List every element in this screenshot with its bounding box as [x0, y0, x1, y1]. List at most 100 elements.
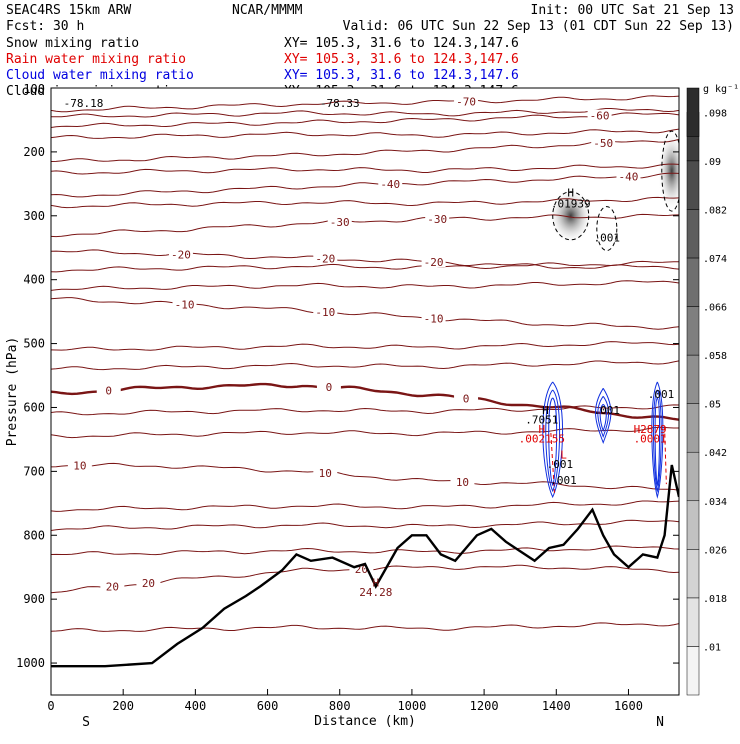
- isotherm-line: [51, 622, 679, 632]
- isotherm-label-bg: [67, 459, 92, 471]
- x-axis-title: Distance (km): [314, 714, 416, 729]
- point-label: H: [542, 404, 549, 417]
- colorbar-tick-label: .042: [703, 448, 727, 459]
- y-tick-label: 400: [23, 273, 45, 287]
- isotherm-label-bg: [425, 212, 450, 224]
- isotherm-label-bg: [378, 177, 403, 189]
- model-title: SEAC4RS 15km ARW: [6, 3, 131, 18]
- rain-label: L: [560, 449, 567, 462]
- isotherm-label-bg: [313, 252, 338, 264]
- cloud-water-contour: [653, 389, 662, 493]
- isotherm-label-bg: [313, 305, 338, 317]
- isotherm-label: 20: [106, 581, 119, 594]
- field-xy: XY= 105.3, 31.6 to 124.3,147.6: [284, 36, 519, 51]
- isotherm-line: [51, 138, 679, 162]
- y-tick-label: 300: [23, 209, 45, 223]
- x-end-label-right: N: [656, 715, 664, 730]
- cloud-water-contour: [651, 381, 664, 499]
- colorbar-swatch: [686, 306, 700, 356]
- colorbar-unit: g kg⁻¹: [703, 84, 739, 95]
- point-label: .001: [550, 474, 577, 487]
- colorbar-swatch: [686, 257, 700, 307]
- isotherm-label-bg: [349, 562, 374, 574]
- isotherm-label: -50: [593, 137, 613, 150]
- x-tick-label: 800: [329, 699, 351, 713]
- colorbar-tick-label: .098: [703, 108, 727, 119]
- x-end-label-left: S: [82, 715, 90, 730]
- isotherm-label: -40: [619, 170, 639, 183]
- isotherm-line: [51, 545, 679, 556]
- point-label: H: [567, 187, 574, 200]
- isotherm-label-bg: [172, 298, 197, 310]
- isotherm-label-bg: [421, 256, 446, 268]
- isotherm-label: -10: [175, 298, 195, 311]
- isotherm-label: -70: [456, 95, 476, 108]
- rain-label: H: [539, 423, 546, 436]
- y-tick-label: 900: [23, 592, 45, 606]
- rain-contour: [550, 433, 555, 494]
- isotherm-line: [51, 426, 679, 439]
- colorbar-tick-label: .09: [703, 157, 721, 168]
- colorbar-tick-label: .074: [703, 254, 727, 265]
- isotherm-line: [51, 500, 679, 512]
- isotherm-line: [51, 128, 679, 139]
- y-axis-title: Pressure (hPa): [5, 337, 20, 447]
- isotherm-label: -40: [380, 178, 400, 191]
- cloud-water-contour: [548, 397, 558, 487]
- isotherm-label-bg: [454, 392, 479, 404]
- x-tick-label: 200: [112, 699, 134, 713]
- point-label: 24.28: [359, 586, 392, 599]
- y-tick-label: 800: [23, 528, 45, 542]
- ice-outline: [661, 130, 679, 212]
- colorbar-swatch: [686, 500, 700, 550]
- isotherm-label: -20: [424, 256, 444, 269]
- rain-label: H2879: [634, 423, 667, 436]
- y-tick-label: 600: [23, 400, 45, 414]
- isotherm-label-bg: [96, 384, 121, 396]
- x-tick-label: 400: [185, 699, 207, 713]
- forecast-hour: Fcst: 30 h: [6, 19, 84, 34]
- isotherm-label-bg: [454, 95, 479, 107]
- point-label: -78.18: [64, 97, 104, 110]
- isotherm-label: -30: [427, 213, 447, 226]
- colorbar-swatch: [686, 209, 700, 259]
- cloud-water-contour: [597, 396, 610, 439]
- point-label: .001: [594, 404, 621, 417]
- isotherm-label: 0: [463, 393, 470, 406]
- cloud-water-contour: [599, 403, 607, 433]
- plot-background: [51, 88, 679, 695]
- isotherm-label: -20: [315, 253, 335, 266]
- isotherm-label: -10: [315, 306, 335, 319]
- x-tick-label: 600: [257, 699, 279, 713]
- isotherm-line: [51, 108, 679, 118]
- plot-frame: [50, 87, 680, 696]
- colorbar-tick-label: .058: [703, 351, 727, 362]
- rain-label: .002155: [519, 433, 565, 446]
- rain-contour: [664, 426, 667, 485]
- isotherm-label-bg: [168, 248, 193, 260]
- field-name: Snow mixing ratio: [6, 36, 139, 51]
- point-label: .001: [547, 458, 574, 471]
- isotherm-label: 10: [319, 467, 332, 480]
- isotherm-label: 10: [456, 476, 469, 489]
- cloud-water-contour: [545, 389, 561, 493]
- field-name: Cloud water mixing ratio: [6, 68, 194, 83]
- colorbar-tick-label: .01: [703, 642, 721, 653]
- isotherm-label-bg: [316, 381, 341, 393]
- isotherm-label-bg: [100, 580, 125, 592]
- colorbar-swatch: [686, 549, 700, 599]
- isotherm-label: -10: [424, 312, 444, 325]
- colorbar-tick-label: .066: [703, 303, 727, 314]
- colorbar-tick-label: .018: [703, 594, 727, 605]
- isotherm-label: -20: [171, 248, 191, 261]
- colorbar-tick-label: .034: [703, 497, 727, 508]
- isotherm-label: 20: [142, 577, 155, 590]
- isotherm-line: [51, 519, 679, 531]
- isotherm-line: [51, 280, 679, 291]
- y-tick-label: 200: [23, 145, 45, 159]
- x-tick-label: 1600: [614, 699, 643, 713]
- isotherm-line: [51, 260, 679, 273]
- valid-time: Valid: 06 UTC Sun 22 Sep 13 (01 CDT Sun …: [343, 19, 734, 34]
